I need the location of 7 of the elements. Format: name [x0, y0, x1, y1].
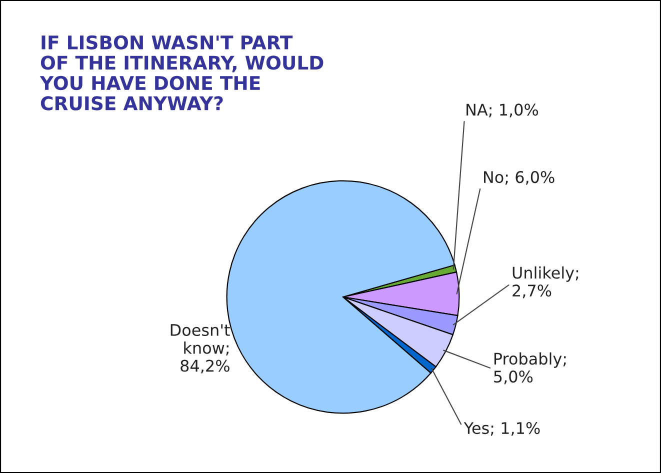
- slice-label: Yes; 1,1%: [464, 422, 540, 436]
- chart-title: IF LISBON WASN'T PART OF THE ITINERARY, WOULD YOU HAVE DONE THE CRUISE ANYWAY?: [40, 35, 324, 110]
- slice-label: Probably; 5,0%: [494, 352, 566, 384]
- slice-label: Doesn't know; 84,2%: [170, 324, 230, 374]
- slice-label: NA; 1,0%: [466, 104, 538, 118]
- slice-label: No; 6,0%: [484, 171, 554, 185]
- slice-label: Unlikely; 2,7%: [512, 266, 578, 298]
